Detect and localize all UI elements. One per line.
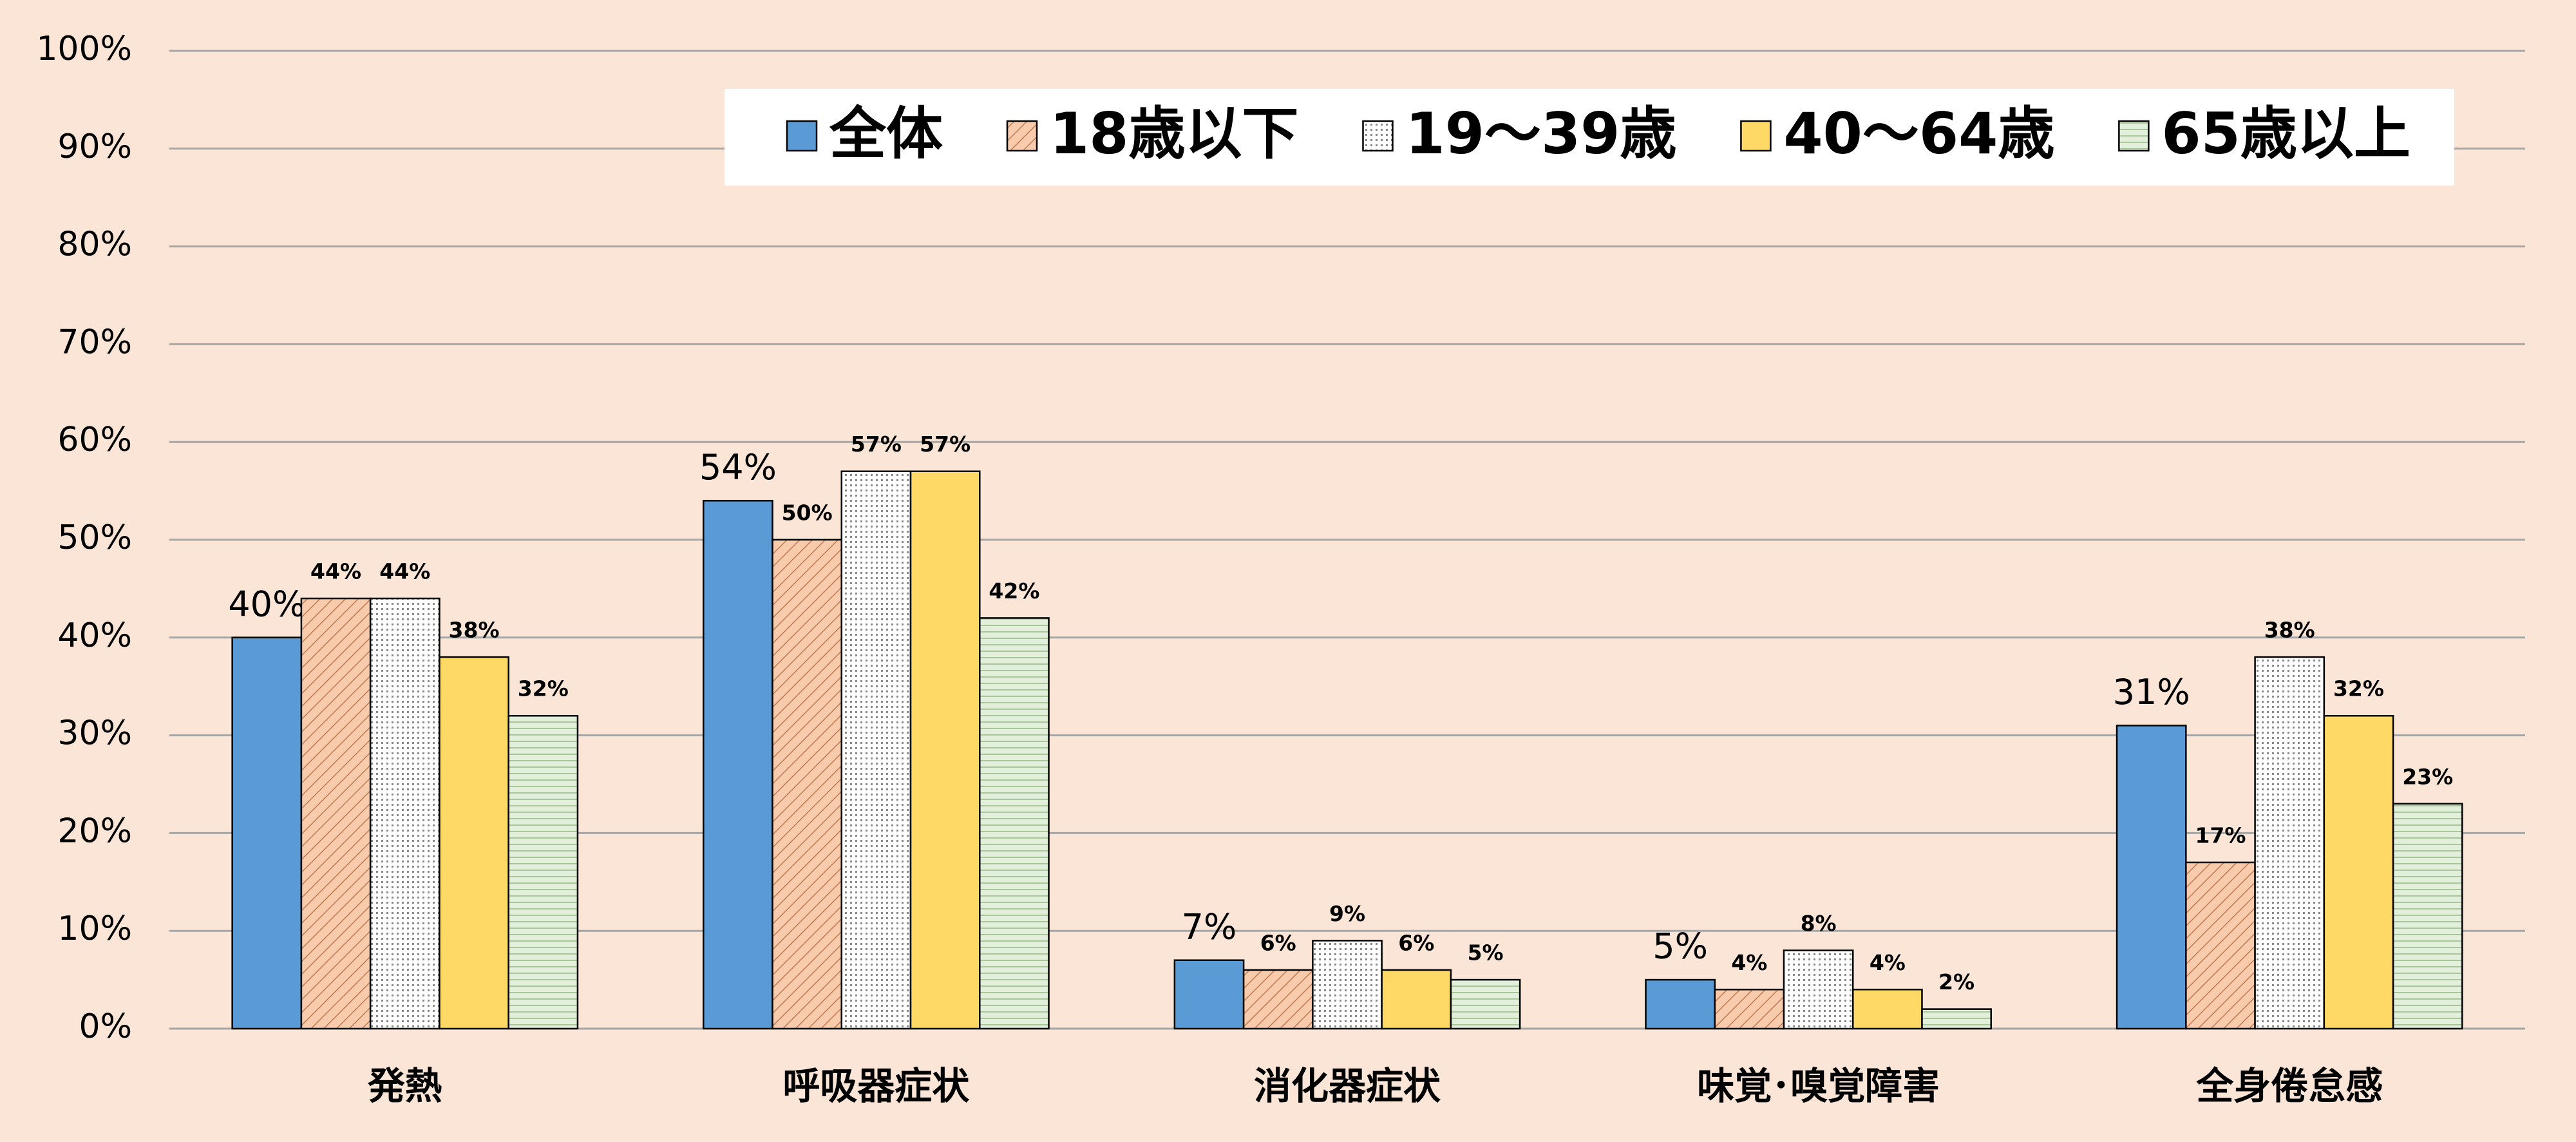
bar [1921, 1008, 1992, 1030]
y-tick-label: 0% [79, 1007, 133, 1046]
bar [772, 538, 843, 1030]
data-label: 44% [379, 559, 430, 584]
data-label: 6% [1260, 930, 1296, 955]
data-label: 32% [518, 676, 569, 701]
data-label: 5% [1467, 940, 1503, 966]
y-tick-label: 40% [57, 616, 132, 655]
data-label: 38% [2264, 618, 2315, 643]
bar [1645, 978, 1716, 1030]
data-label: 57% [920, 432, 971, 457]
x-tick-label: 発熱 [368, 1064, 442, 1108]
legend-label: 65歳以上 [2161, 100, 2410, 167]
y-tick-label: 80% [57, 225, 132, 264]
bar [507, 714, 579, 1030]
data-label: 17% [2195, 823, 2246, 848]
data-label: 50% [782, 500, 833, 526]
bar [1450, 978, 1521, 1030]
bar [1242, 969, 1314, 1030]
data-label: 38% [449, 618, 500, 643]
data-label: 31% [2113, 672, 2190, 712]
y-tick-label: 30% [57, 714, 132, 753]
data-label: 44% [310, 559, 361, 584]
bar [1714, 989, 1785, 1030]
bar [2254, 656, 2325, 1030]
legend-marker [1362, 120, 1394, 152]
bar [2185, 861, 2256, 1030]
data-label: 42% [989, 578, 1039, 604]
x-tick-label: 呼吸器症状 [782, 1064, 970, 1108]
data-label: 54% [699, 447, 777, 488]
bar [1783, 949, 1854, 1030]
legend-marker [786, 120, 818, 152]
data-label: 8% [1801, 911, 1837, 936]
data-label: 4% [1870, 950, 1906, 975]
y-tick-label: 50% [57, 519, 132, 557]
data-label: 7% [1182, 906, 1237, 947]
y-tick-label: 70% [57, 323, 132, 361]
legend-label: 40～64歳 [1783, 100, 2054, 167]
bar [703, 500, 773, 1030]
legend-marker [1740, 120, 1772, 152]
bar [909, 470, 981, 1030]
y-tick-label: 90% [57, 128, 132, 166]
bar [2116, 725, 2187, 1030]
bar [1381, 969, 1452, 1030]
bar [439, 656, 509, 1030]
legend-label: 全体 [829, 100, 943, 167]
x-tick-label: 消化器症状 [1254, 1064, 1441, 1108]
y-tick-label: 20% [57, 812, 132, 850]
legend-marker [2118, 120, 2150, 152]
x-tick-label: 全身倦怠感 [2195, 1064, 2383, 1108]
bar [1312, 940, 1383, 1030]
bar [840, 470, 912, 1030]
legend-label: 19～39歳 [1405, 100, 1676, 167]
y-tick-label: 100% [36, 30, 132, 68]
x-tick-label: 味覚･嗅覚障害 [1697, 1064, 1940, 1108]
bar [231, 636, 303, 1030]
y-tick-label: 60% [57, 421, 132, 459]
bar [979, 617, 1050, 1030]
bar [1852, 989, 1923, 1030]
data-label: 4% [1731, 950, 1767, 975]
legend-label: 18歳以下 [1050, 100, 1298, 167]
data-label: 40% [228, 584, 305, 624]
legend-marker [1006, 120, 1038, 152]
data-label: 5% [1653, 926, 1708, 967]
data-label: 2% [1938, 969, 1975, 994]
y-tick-label: 10% [57, 909, 132, 948]
data-label: 9% [1329, 901, 1365, 926]
data-label: 57% [851, 432, 902, 457]
bar [300, 597, 372, 1030]
data-label: 6% [1398, 930, 1434, 955]
data-label: 23% [2402, 764, 2453, 789]
bar [2323, 714, 2394, 1030]
data-label: 32% [2333, 676, 2384, 701]
bar [1173, 959, 1245, 1030]
bar [369, 597, 440, 1030]
bar [2392, 803, 2463, 1030]
